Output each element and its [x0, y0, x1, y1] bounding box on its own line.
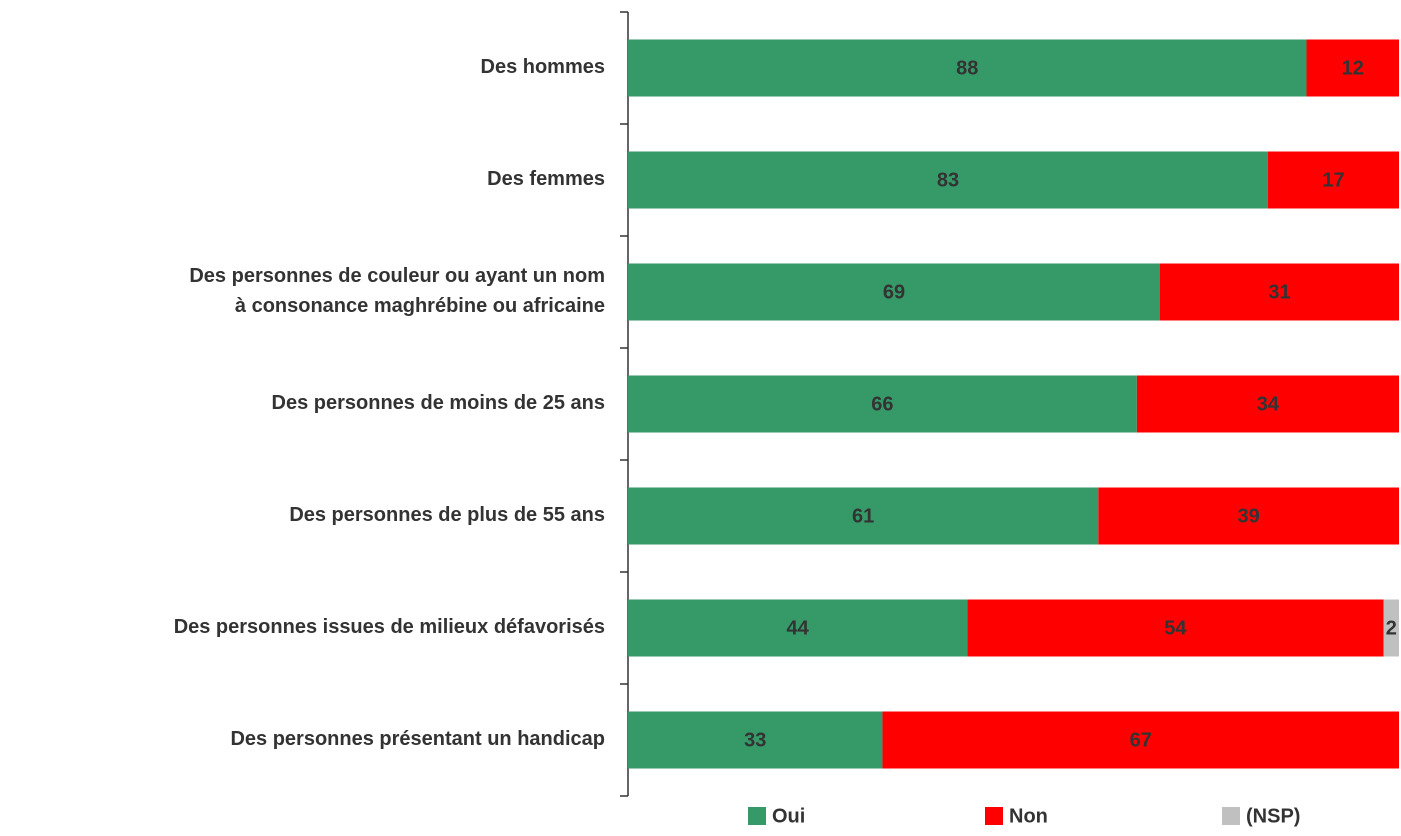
bar-segment [628, 599, 968, 657]
category-label: Des personnes présentant un handicap [230, 728, 605, 750]
category-label-line: Des personnes issues de milieux défavori… [174, 616, 605, 638]
category-label-line: Des hommes [481, 56, 606, 78]
bar-segment [1098, 487, 1399, 545]
category-label-line: Des personnes de moins de 25 ans [272, 392, 605, 414]
data-label: 88 [956, 57, 978, 79]
data-label: 44 [786, 617, 809, 639]
category-label: Des hommes [481, 56, 606, 78]
bar-segment [1306, 39, 1399, 97]
bar-segment [628, 263, 1160, 321]
category-label: Des personnes de plus de 55 ans [289, 504, 605, 526]
data-label: 12 [1342, 57, 1364, 79]
category-label: Des personnes issues de milieux défavori… [174, 616, 605, 638]
bar-segment [628, 375, 1137, 433]
data-label: 34 [1257, 393, 1280, 415]
data-label: 17 [1322, 169, 1344, 191]
bar-segment [628, 151, 1268, 209]
category-label-line: Des femmes [487, 168, 605, 190]
bar-segment [1383, 599, 1399, 657]
bar-segment [882, 711, 1399, 769]
category-label: Des femmes [487, 168, 605, 190]
legend-label: (NSP) [1246, 805, 1300, 827]
bar-segment [1136, 375, 1399, 433]
bar-segment [1159, 263, 1399, 321]
category-label: Des personnes de couleur ou ayant un nom… [189, 265, 605, 317]
legend-swatch [1222, 807, 1240, 825]
bar-segment [628, 711, 883, 769]
data-label: 54 [1164, 617, 1187, 639]
data-label: 33 [744, 729, 766, 751]
data-label: 31 [1268, 281, 1290, 303]
legend-swatch [748, 807, 766, 825]
data-label: 2 [1386, 617, 1397, 639]
bar-segment [628, 39, 1307, 97]
category-label: Des personnes de moins de 25 ans [272, 392, 605, 414]
bar-segment [1267, 151, 1399, 209]
legend-swatch [985, 807, 1003, 825]
data-label: 39 [1238, 505, 1260, 527]
data-label: 67 [1130, 729, 1152, 751]
legend-label: Oui [772, 805, 805, 827]
bar-segment [628, 487, 1099, 545]
data-label: 83 [937, 169, 959, 191]
category-label-line: à consonance maghrébine ou africaine [235, 295, 605, 317]
category-label-line: Des personnes présentant un handicap [230, 728, 605, 750]
category-label-line: Des personnes de couleur ou ayant un nom [189, 265, 605, 287]
data-label: 61 [852, 505, 874, 527]
legend-label: Non [1009, 805, 1048, 827]
bar-segment [967, 599, 1384, 657]
data-label: 66 [871, 393, 893, 415]
data-label: 69 [883, 281, 905, 303]
category-label-line: Des personnes de plus de 55 ans [289, 504, 605, 526]
